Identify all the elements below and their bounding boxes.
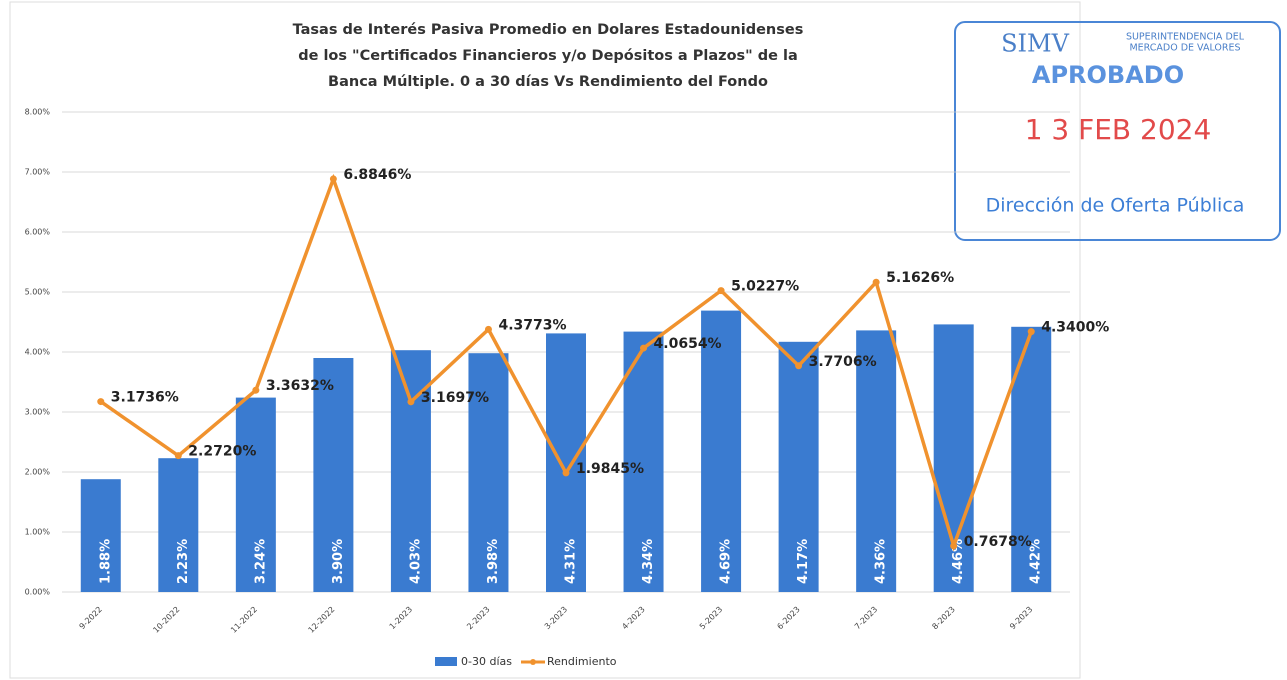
line-point xyxy=(562,469,570,477)
line-label: 2.2720% xyxy=(188,444,256,460)
bar xyxy=(778,341,819,592)
bar xyxy=(80,479,121,592)
bar-label: 3.98% xyxy=(486,539,501,584)
x-tick-label: 8-2023 xyxy=(930,605,956,631)
bar xyxy=(623,331,664,592)
bar-label: 1.88% xyxy=(98,539,113,584)
line-point xyxy=(252,386,260,394)
bar-label: 4.46% xyxy=(951,539,966,584)
x-tick-label: 7-2023 xyxy=(853,605,879,631)
stamp-office: Dirección de Oferta Pública xyxy=(986,195,1245,217)
line-label: 1.9845% xyxy=(576,461,644,477)
bar-label: 2.23% xyxy=(176,539,191,584)
x-tick-label: 2-2023 xyxy=(465,605,491,631)
line-point xyxy=(174,452,182,460)
line-label: 4.3773% xyxy=(498,317,566,333)
chart-frame xyxy=(9,1,1081,679)
bar xyxy=(235,397,276,592)
line-point xyxy=(484,325,492,333)
line-point xyxy=(717,287,725,295)
line-label: 5.1626% xyxy=(886,270,954,286)
bar-label: 4.36% xyxy=(874,539,889,584)
line-point xyxy=(872,278,880,286)
line-label: 3.3632% xyxy=(266,378,334,394)
bar-label: 4.03% xyxy=(408,539,423,584)
y-tick-label: 6.00% xyxy=(25,228,51,237)
x-tick-label: 3-2023 xyxy=(543,605,569,631)
chart-title: de los "Certificados Financieros y/o Dep… xyxy=(298,48,798,64)
x-tick-label: 11-2022 xyxy=(229,605,259,635)
chart-title: Banca Múltiple. 0 a 30 días Vs Rendimien… xyxy=(328,74,768,90)
bar-label: 4.17% xyxy=(796,539,811,584)
line-point xyxy=(97,398,105,406)
legend-label: 0-30 días xyxy=(461,655,512,668)
x-tick-label: 5-2023 xyxy=(698,605,724,631)
x-tick-label: 9-2023 xyxy=(1008,605,1034,631)
bar xyxy=(546,333,586,592)
stamp-org: SUPERINTENDENCIA DEL xyxy=(1126,32,1245,43)
x-tick-label: 4-2023 xyxy=(620,605,646,631)
y-tick-label: 0.00% xyxy=(25,588,51,597)
y-tick-label: 5.00% xyxy=(25,288,51,297)
line-label: 4.3400% xyxy=(1041,320,1109,336)
y-tick-label: 7.00% xyxy=(25,168,51,177)
y-tick-label: 3.00% xyxy=(25,408,51,417)
legend-swatch xyxy=(530,659,536,665)
bar-label: 3.24% xyxy=(253,539,268,584)
x-tick-label: 10-2022 xyxy=(151,605,181,635)
line-point xyxy=(795,362,803,370)
line-point xyxy=(640,344,648,352)
x-tick-label: 1-2023 xyxy=(388,605,414,631)
line-label: 3.7706% xyxy=(809,354,877,370)
line-label: 3.1697% xyxy=(421,390,489,406)
x-tick-label: 9-2022 xyxy=(78,605,104,631)
bar-label: 4.42% xyxy=(1029,539,1044,584)
legend-label: Rendimiento xyxy=(547,655,617,668)
line-point xyxy=(329,175,337,183)
stamp-date: 1 3 FEB 2024 xyxy=(1025,113,1212,146)
stamp-border xyxy=(954,21,1281,241)
line-label: 5.0227% xyxy=(731,279,799,295)
bar xyxy=(158,458,199,592)
line-label: 4.0654% xyxy=(654,336,722,352)
legend-swatch xyxy=(435,657,457,666)
bar xyxy=(856,330,897,592)
bar-label: 3.90% xyxy=(331,539,346,584)
bar-label: 4.31% xyxy=(564,539,579,584)
x-tick-label: 6-2023 xyxy=(775,605,801,631)
y-tick-label: 4.00% xyxy=(25,348,51,357)
x-tick-label: 12-2022 xyxy=(307,605,337,635)
bar xyxy=(701,310,742,592)
line-label: 3.1736% xyxy=(111,390,179,406)
chart-title: Tasas de Interés Pasiva Promedio en Dola… xyxy=(293,22,804,38)
bar xyxy=(313,358,354,592)
bar xyxy=(468,353,509,592)
line-point xyxy=(950,542,958,550)
bar-label: 4.34% xyxy=(641,539,656,584)
y-tick-label: 8.00% xyxy=(25,108,51,117)
y-tick-label: 1.00% xyxy=(25,528,51,537)
line-point xyxy=(1027,328,1035,336)
line-label: 6.8846% xyxy=(343,167,411,183)
line-point xyxy=(407,398,415,406)
stamp-status: APROBADO xyxy=(1032,61,1184,89)
stamp-org: MERCADO DE VALORES xyxy=(1129,43,1240,54)
stamp-logo: SIMV xyxy=(1001,30,1069,58)
stamp: SIMV SUPERINTENDENCIA DEL MERCADO DE VAL… xyxy=(954,21,1281,241)
line-label: 0.7678% xyxy=(964,534,1032,550)
y-tick-label: 2.00% xyxy=(25,468,51,477)
bar-label: 4.69% xyxy=(719,539,734,584)
